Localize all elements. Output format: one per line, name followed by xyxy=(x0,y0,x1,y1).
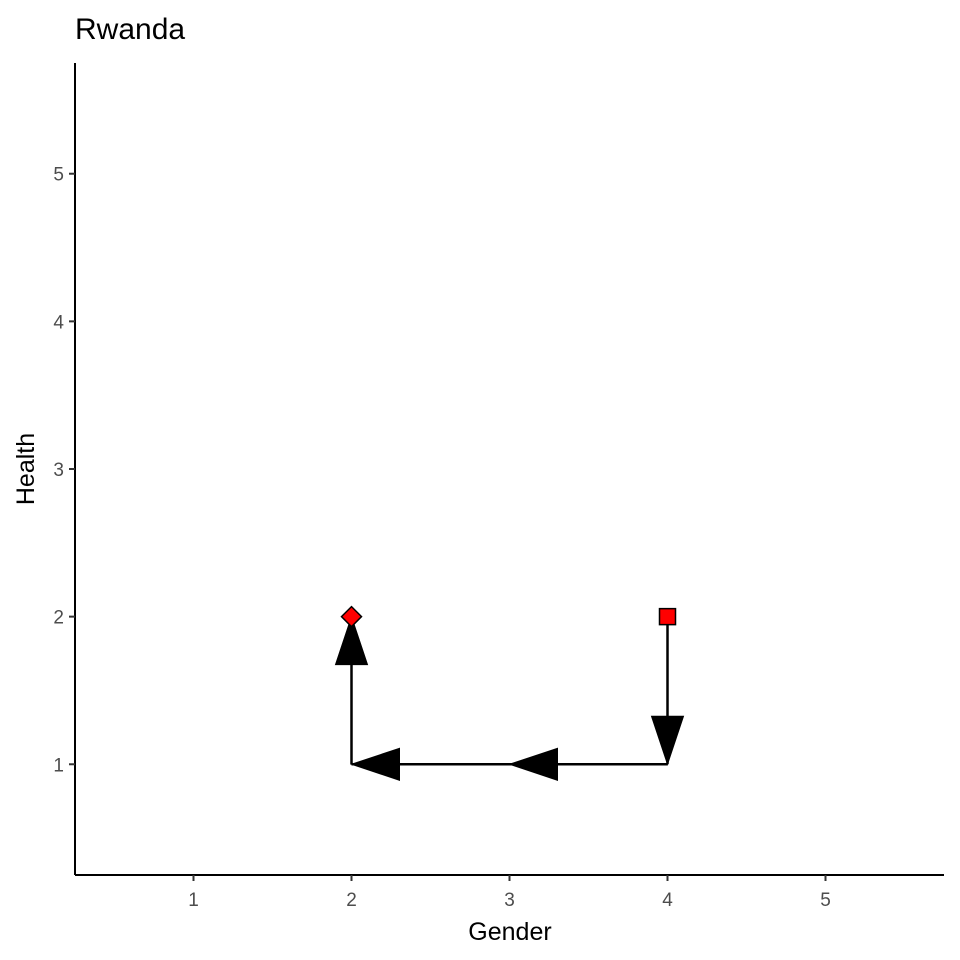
y-tick-label: 4 xyxy=(53,312,64,333)
y-axis: 1 2 3 4 5 xyxy=(53,63,76,875)
x-tick-label: 4 xyxy=(662,890,673,911)
x-axis-title: Gender xyxy=(468,918,551,946)
x-axis: 1 2 3 4 5 xyxy=(75,874,944,911)
y-axis-title: Health xyxy=(12,433,40,505)
arrowhead xyxy=(650,715,685,766)
x-tick-label: 1 xyxy=(188,890,199,911)
y-tick-label: 1 xyxy=(53,755,64,776)
y-tick-label: 5 xyxy=(53,165,64,186)
chart-title: Rwanda xyxy=(75,13,185,46)
start-point-square xyxy=(658,607,677,626)
arrowhead xyxy=(349,747,400,781)
arrowhead xyxy=(334,615,369,666)
arrowhead xyxy=(507,747,558,781)
path-segments xyxy=(350,616,669,766)
y-tick-label: 3 xyxy=(53,460,64,481)
x-tick-label: 2 xyxy=(346,890,357,911)
x-tick-label: 5 xyxy=(820,890,831,911)
data-points xyxy=(340,605,677,628)
end-point-diamond xyxy=(340,605,363,628)
x-tick-label: 3 xyxy=(504,890,515,911)
arrowheads xyxy=(334,615,685,781)
y-tick-label: 2 xyxy=(53,608,64,629)
